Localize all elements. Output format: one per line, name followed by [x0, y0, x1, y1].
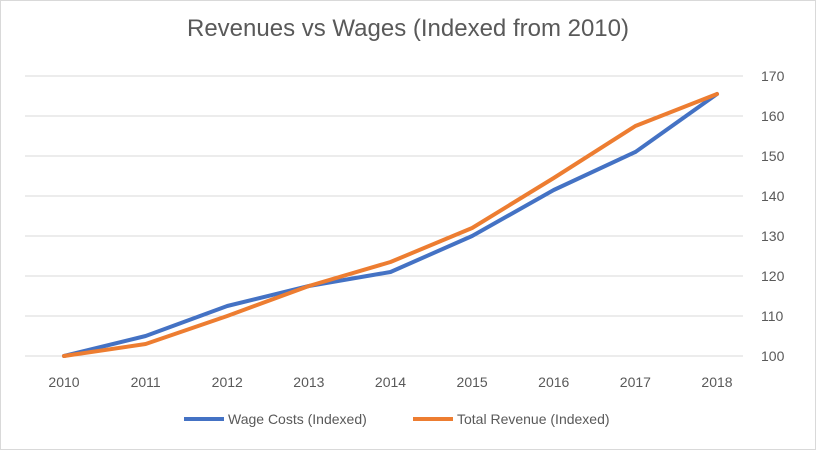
y-tick-label: 100: [761, 348, 785, 364]
y-tick-label: 120: [761, 268, 785, 284]
series-line-0: [62, 92, 719, 358]
y-tick-label: 170: [761, 68, 785, 84]
chart-title: Revenues vs Wages (Indexed from 2010): [187, 15, 629, 42]
y-tick-label: 130: [761, 228, 785, 244]
legend-label: Total Revenue (Indexed): [457, 411, 610, 427]
x-tick-label: 2017: [620, 374, 651, 390]
x-tick-label: 2016: [538, 374, 569, 390]
y-tick-label: 150: [761, 148, 785, 164]
x-tick-label: 2013: [293, 374, 324, 390]
y-tick-label: 140: [761, 188, 785, 204]
x-tick-label: 2018: [701, 374, 732, 390]
legend-label: Wage Costs (Indexed): [228, 411, 367, 427]
series-line-1: [62, 92, 719, 358]
x-tick-label: 2015: [457, 374, 488, 390]
x-tick-label: 2011: [131, 374, 161, 390]
x-tick-label: 2014: [375, 374, 406, 390]
x-tick-label: 2010: [48, 374, 79, 390]
y-tick-label: 160: [761, 108, 785, 124]
y-tick-label: 110: [761, 308, 784, 324]
x-tick-label: 2012: [212, 374, 243, 390]
